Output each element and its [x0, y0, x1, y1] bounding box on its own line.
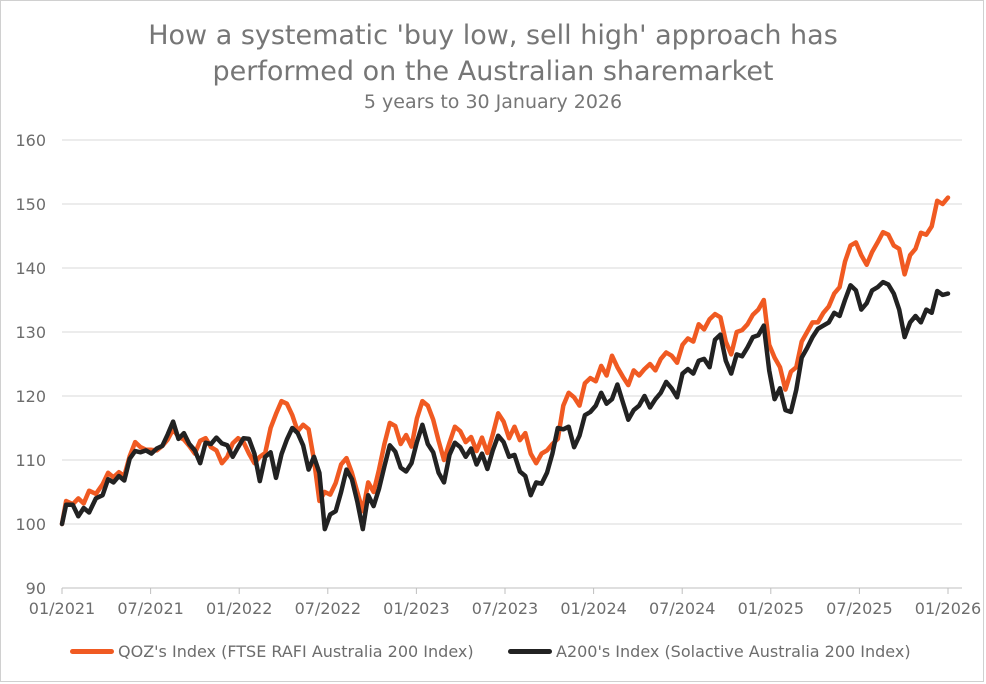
- x-tick-label-8: 01/2025: [738, 599, 804, 618]
- y-tick-label-100: 100: [15, 515, 46, 534]
- x-tick-label-4: 01/2023: [383, 599, 449, 618]
- x-tick-label-7: 07/2024: [649, 599, 715, 618]
- y-tick-label-160: 160: [15, 131, 46, 150]
- x-tick-label-9: 07/2025: [826, 599, 892, 618]
- series-line-qoz: [59, 195, 951, 527]
- chart-subtitle: 5 years to 30 January 2026: [363, 91, 623, 113]
- legend-label-a200: A200's Index (Solactive Australia 200 In…: [556, 642, 911, 661]
- legend-swatch-qoz: [70, 649, 114, 654]
- x-tick-label-0: 01/2021: [29, 599, 95, 618]
- y-tick-label-130: 130: [15, 323, 46, 342]
- gridlines: [62, 139, 962, 525]
- x-tick-label-2: 01/2022: [206, 599, 272, 618]
- legend-item-qoz: QOZ's Index (FTSE RAFI Australia 200 Ind…: [70, 642, 474, 661]
- chart-title-line-2: performed on the Australian sharemarket: [212, 56, 774, 87]
- y-axis-labels: 90 100 110 120 130 140 150 160: [15, 131, 46, 598]
- legend-swatch-a200: [508, 649, 552, 654]
- y-tick-label-120: 120: [15, 387, 46, 406]
- x-axis: 01/2021 07/2021 01/2022 07/2022 01/2023 07/20…: [29, 587, 981, 618]
- x-tick-label-3: 07/2022: [295, 599, 361, 618]
- legend-item-a200: A200's Index (Solactive Australia 200 In…: [508, 642, 911, 661]
- chart-title-line-1: How a systematic 'buy low, sell high' ap…: [148, 20, 838, 51]
- x-tick-label-6: 01/2024: [560, 599, 626, 618]
- y-tick-label-90: 90: [26, 579, 46, 598]
- series-line-a200: [59, 279, 951, 532]
- x-tick-label-1: 07/2021: [117, 599, 183, 618]
- y-tick-label-110: 110: [15, 451, 46, 470]
- x-tick-label-10: 01/2026: [915, 599, 981, 618]
- y-tick-label-140: 140: [15, 259, 46, 278]
- legend-label-qoz: QOZ's Index (FTSE RAFI Australia 200 Ind…: [118, 642, 474, 661]
- y-tick-label-150: 150: [15, 195, 46, 214]
- legend: QOZ's Index (FTSE RAFI Australia 200 Ind…: [0, 642, 986, 666]
- x-tick-label-5: 07/2023: [472, 599, 538, 618]
- series-lines: [59, 195, 951, 532]
